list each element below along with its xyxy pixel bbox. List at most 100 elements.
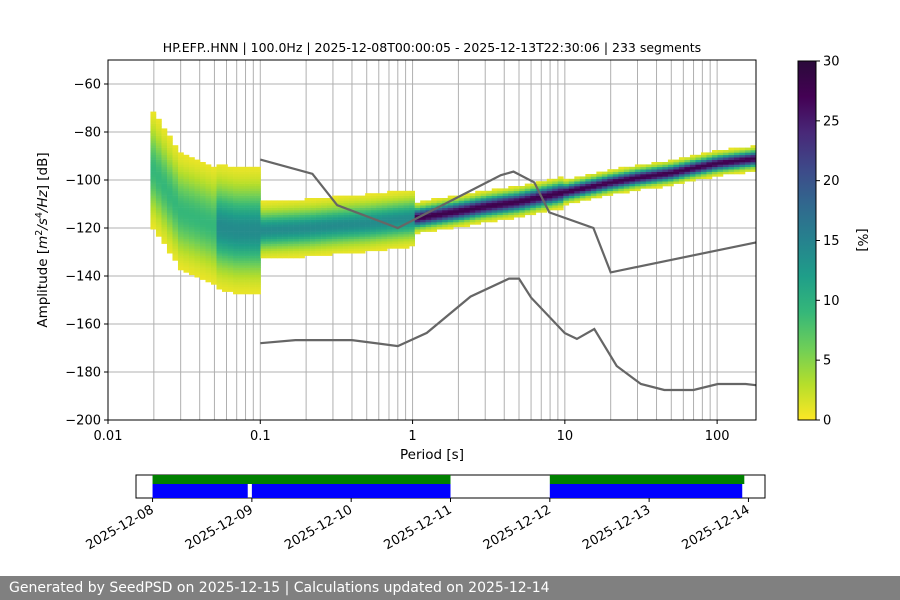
heatmap-cell	[354, 236, 360, 240]
heatmap-cell	[442, 224, 449, 228]
heatmap-cell	[211, 190, 217, 194]
heatmap-cell	[266, 214, 272, 218]
heatmap-cell	[563, 193, 570, 196]
heatmap-cell	[299, 238, 305, 242]
heatmap-cell	[188, 265, 195, 268]
heatmap-cell	[150, 174, 157, 177]
heatmap-cell	[645, 181, 652, 184]
heatmap-cell	[376, 248, 382, 252]
heatmap-cell	[222, 253, 228, 256]
heatmap-cell	[238, 258, 245, 261]
heatmap-cell	[227, 210, 234, 213]
heatmap-cell	[271, 222, 278, 225]
heatmap-cell	[177, 226, 184, 230]
heatmap-cell	[194, 183, 201, 187]
heatmap-cell	[607, 181, 614, 184]
heatmap-cell	[700, 152, 707, 156]
heatmap-cell	[288, 229, 294, 232]
heatmap-cell	[535, 205, 542, 208]
heatmap-cell	[227, 176, 234, 180]
heatmap-cell	[728, 150, 735, 153]
heatmap-cell	[249, 169, 256, 172]
heatmap-cell	[711, 169, 718, 172]
heatmap-cell	[260, 205, 267, 208]
heatmap-cell	[260, 241, 267, 244]
heatmap-cell	[475, 210, 482, 213]
heatmap-cell	[188, 248, 195, 252]
heatmap-cell	[255, 174, 261, 177]
heatmap-cell	[662, 183, 669, 187]
heatmap-cell	[722, 162, 729, 165]
heatmap-cell	[255, 178, 261, 182]
heatmap-cell	[277, 207, 283, 211]
heatmap-cell	[491, 207, 498, 211]
heatmap-cell	[188, 157, 195, 160]
heatmap-cell	[249, 181, 256, 184]
heatmap-cell	[431, 202, 438, 206]
heatmap-cell	[271, 238, 278, 242]
heatmap-cell	[359, 200, 366, 204]
heatmap-cell	[458, 200, 465, 204]
heatmap-cell	[211, 272, 217, 276]
heatmap-cell	[618, 183, 625, 187]
heatmap-cell	[365, 224, 371, 228]
heatmap-cell	[645, 186, 652, 189]
heatmap-cell	[398, 198, 404, 201]
heatmap-cell	[166, 154, 173, 158]
heatmap-cell	[188, 198, 195, 201]
heatmap-cell	[530, 202, 537, 206]
heatmap-cell	[271, 207, 278, 211]
heatmap-cell	[744, 162, 751, 165]
heatmap-cell	[249, 286, 256, 290]
heatmap-cell	[447, 214, 454, 218]
heatmap-cell	[255, 224, 261, 228]
heatmap-cell	[199, 169, 206, 172]
heatmap-cell	[238, 246, 245, 249]
heatmap-cell	[249, 282, 256, 285]
data-availability-timeline: 2025-12-08 2025-12-09 2025-12-10 2025-12-11…	[84, 474, 766, 553]
heatmap-cell	[414, 226, 421, 230]
heatmap-cell	[403, 226, 410, 230]
heatmap-cell	[150, 159, 157, 163]
heatmap-cell	[238, 186, 245, 189]
heatmap-cell	[199, 243, 206, 247]
heatmap-cell	[216, 178, 223, 182]
heatmap-cell	[618, 181, 625, 184]
heatmap-cell	[188, 241, 195, 244]
heatmap-cell	[381, 248, 388, 252]
heatmap-cell	[227, 238, 234, 242]
heatmap-cell	[425, 224, 432, 228]
heatmap-cell	[238, 217, 245, 220]
heatmap-cell	[199, 224, 206, 228]
heatmap-cell	[376, 207, 382, 211]
heatmap-cell	[475, 222, 482, 225]
heatmap-cell	[326, 229, 333, 232]
heatmap-cell	[161, 178, 168, 182]
heatmap-cell	[348, 231, 355, 235]
heatmap-cell	[266, 200, 272, 204]
heatmap-cell	[486, 217, 493, 220]
heatmap-cell	[442, 210, 449, 213]
heatmap-cell	[194, 212, 201, 216]
heatmap-cell	[183, 169, 190, 172]
heatmap-cell	[155, 200, 162, 204]
heatmap-cell	[354, 195, 360, 199]
psd-coverage-bar	[549, 484, 743, 498]
heatmap-cell	[491, 212, 498, 216]
heatmap-cell	[700, 174, 707, 177]
heatmap-cell	[612, 171, 619, 175]
heatmap-cell	[552, 186, 559, 189]
heatmap-cell	[486, 212, 493, 216]
heatmap-cell	[640, 178, 647, 182]
heatmap-cell	[354, 224, 360, 228]
heatmap-cell	[381, 214, 388, 218]
heatmap-cell	[332, 238, 338, 242]
heatmap-cell	[392, 190, 399, 194]
heatmap-cell	[150, 116, 157, 120]
y-tick-label: −120	[65, 222, 101, 237]
heatmap-cell	[161, 133, 168, 136]
heatmap-cell	[150, 133, 157, 136]
heatmap-cell	[194, 174, 201, 177]
heatmap-cell	[579, 188, 586, 192]
heatmap-cell	[177, 214, 184, 218]
